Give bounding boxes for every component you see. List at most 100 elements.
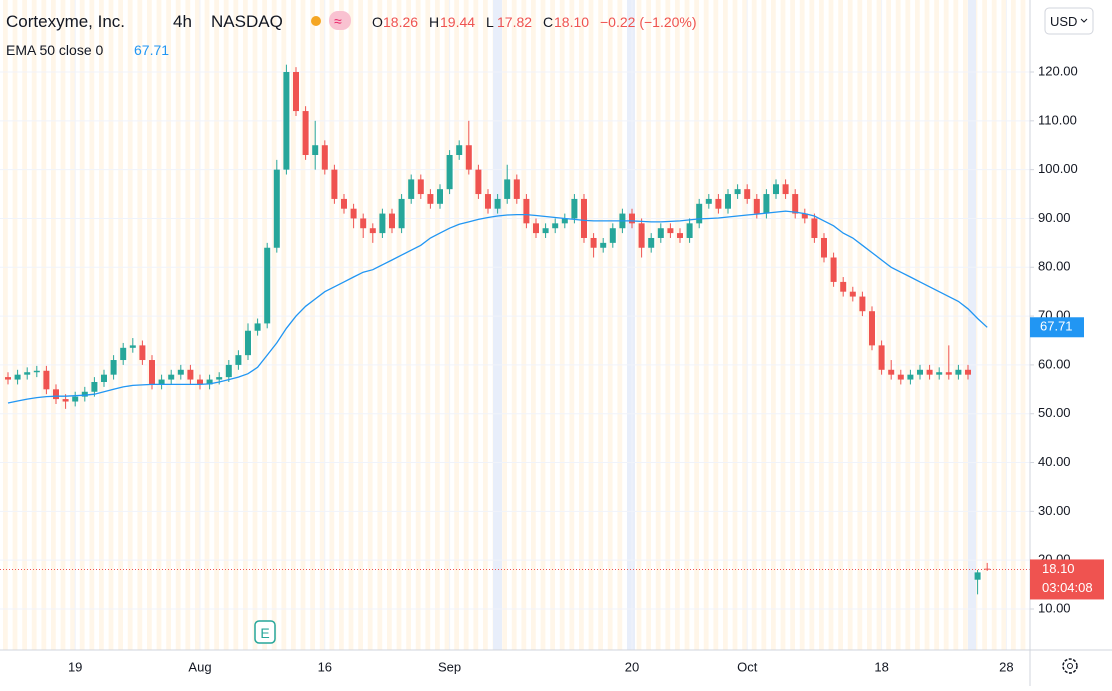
candle-body (715, 198, 722, 209)
candle-body (533, 223, 539, 234)
x-tick-label: 28 (999, 659, 1013, 674)
ema-line (7, 210, 988, 404)
candle-body (312, 145, 319, 155)
settings-hub[interactable] (1067, 663, 1073, 669)
candle-body (955, 369, 962, 375)
candle-body (859, 296, 866, 312)
candle-body (24, 372, 31, 375)
candle-body (725, 194, 731, 209)
candle-body (657, 228, 664, 238)
candle-body (408, 179, 415, 199)
candle-body (168, 374, 175, 380)
candle-body (782, 184, 789, 195)
x-tick-label: Aug (188, 659, 211, 674)
candle-body (965, 369, 971, 375)
y-tick-label: 40.00 (1038, 454, 1071, 469)
currency-button[interactable] (1044, 7, 1094, 35)
currency-label[interactable]: USD (1050, 14, 1077, 29)
candle-body (302, 111, 309, 155)
candle-body (629, 213, 635, 224)
y-tick-label: 80.00 (1038, 259, 1071, 274)
currency-caret[interactable] (1080, 18, 1088, 23)
candle-body (945, 372, 952, 375)
candle-body (321, 145, 328, 170)
candle-body (129, 345, 136, 348)
flag-icon (329, 11, 351, 30)
candle-body (897, 374, 904, 380)
candle-body (33, 370, 40, 373)
candle-body (475, 169, 482, 195)
earnings-label[interactable]: E (260, 625, 269, 641)
symbol: Cortexyme, Inc. (6, 12, 125, 31)
candle-body (638, 223, 645, 248)
candle-body (350, 208, 357, 219)
candle-body (888, 369, 895, 375)
candle-body (446, 154, 453, 190)
candle-body (609, 228, 616, 243)
candle-body (561, 218, 568, 224)
candle-body (734, 189, 741, 195)
candle-body (245, 330, 251, 356)
x-tick-label: 16 (318, 659, 332, 674)
candle-body (369, 228, 376, 234)
candle-body (821, 237, 827, 258)
exchange: NASDAQ (211, 12, 283, 31)
candle-body (849, 291, 856, 297)
y-tick-label: 110.00 (1038, 112, 1077, 127)
candle-body (293, 72, 299, 112)
candle-body (379, 213, 386, 234)
y-tick-label: 60.00 (1038, 356, 1071, 371)
candle-body (677, 233, 683, 238)
x-tick-label: Oct (737, 659, 758, 674)
ohlc-key: H (429, 14, 439, 30)
candle-body (571, 198, 578, 219)
ohlc-value: 18.10 (554, 14, 589, 30)
candle-body (72, 396, 79, 402)
candle-body (907, 374, 914, 380)
earnings-marker[interactable] (254, 620, 276, 644)
candle-body (513, 179, 520, 199)
weekend-band (493, 0, 502, 650)
y-tick-label: 50.00 (1038, 405, 1071, 420)
ema-price-tag-label: 67.71 (1040, 319, 1073, 334)
candle-body (43, 370, 50, 390)
candle-body (465, 145, 472, 170)
candle-body (696, 203, 703, 224)
candle-body (398, 198, 405, 229)
candle-body (936, 372, 943, 375)
candle-body (840, 281, 847, 292)
candle-body (149, 360, 155, 385)
candle-body (811, 218, 818, 238)
change: −0.22 (−1.20%) (600, 14, 697, 30)
candle-body (254, 323, 261, 331)
candle-body (360, 218, 367, 229)
candle-body (216, 377, 223, 380)
settings-gear[interactable] (1062, 658, 1078, 674)
y-tick-label: 30.00 (1038, 503, 1071, 518)
candle-body (437, 189, 443, 204)
candle-body (187, 369, 194, 380)
candle-body (206, 379, 213, 385)
candle-body (62, 399, 69, 402)
x-tick-label: 20 (625, 659, 639, 674)
candle-body (830, 257, 837, 282)
last-price-label: 18.10 (1042, 561, 1075, 576)
candle-body (590, 237, 597, 248)
market-status-icon (311, 16, 321, 26)
settings-icon[interactable] (1062, 658, 1078, 674)
candle-body (331, 169, 338, 199)
candle-body (792, 194, 799, 214)
candle-body (523, 198, 530, 224)
candle-body (753, 198, 760, 214)
candle-body (389, 213, 395, 229)
candle-body (974, 572, 981, 580)
candle-body (81, 391, 88, 397)
candle-body (581, 198, 587, 238)
y-tick-label: 90.00 (1038, 210, 1071, 225)
y-tick-label: 120.00 (1038, 63, 1078, 78)
indicator-value: 67.71 (134, 42, 169, 58)
weekend-band (627, 0, 635, 650)
candle-body (648, 237, 655, 248)
